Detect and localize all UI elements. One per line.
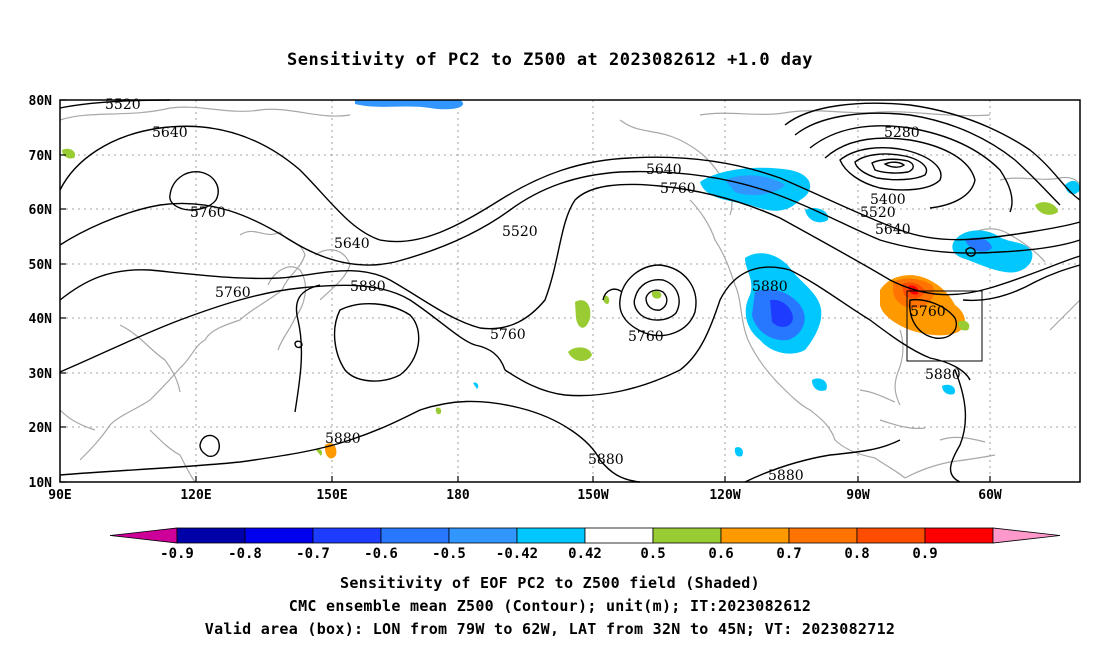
lon-label: 150W <box>577 488 608 503</box>
valid-area-box <box>906 290 983 362</box>
lon-label: 90E <box>48 488 71 503</box>
contour-label: 5880 <box>752 279 788 295</box>
caption-valid-area: Valid area (box): LON from 79W to 62W, L… <box>204 620 896 638</box>
sensitivity-shading <box>62 100 1080 459</box>
colorbar-swatch <box>720 527 790 544</box>
contour-label: 5400 <box>870 192 906 208</box>
contour-label: 5760 <box>910 304 946 320</box>
lon-label: 90W <box>846 488 870 503</box>
contour-label-group: 5520 5640 5760 5640 5760 5880 5880 5640 … <box>105 97 961 484</box>
lat-label: 40N <box>29 312 53 327</box>
contour-label: 5520 <box>860 205 896 221</box>
colorbar-label: -0.5 <box>432 546 466 562</box>
colorbar-label: -0.7 <box>296 546 330 562</box>
colorbar-swatch <box>788 527 858 544</box>
lat-label: 10N <box>29 476 53 491</box>
colorbar-swatch <box>176 527 246 544</box>
lon-axis-labels: 90E 120E 150E 180 150W 120W 90W 60W <box>48 488 1002 503</box>
colorbar-swatch <box>516 527 586 544</box>
lat-label: 60N <box>29 203 53 218</box>
contour-label: 5880 <box>768 468 804 484</box>
lat-label: 50N <box>29 258 53 273</box>
lon-label: 150E <box>316 488 347 503</box>
colorbar-swatch <box>244 527 314 544</box>
caption-contour: CMC ensemble mean Z500 (Contour); unit(m… <box>288 597 812 615</box>
colorbar-label: -0.8 <box>228 546 262 562</box>
contour-label: 5520 <box>105 97 141 113</box>
colorbar-swatch <box>312 527 382 544</box>
lat-label: 20N <box>29 421 53 436</box>
colorbar-label: 0.8 <box>844 546 869 562</box>
colorbar-arrow-high <box>992 527 1061 544</box>
contour-label: 5640 <box>875 222 911 238</box>
lon-label: 120E <box>180 488 211 503</box>
contour-label: 5760 <box>490 327 526 343</box>
contour-label: 5760 <box>628 329 664 345</box>
colorbar-swatch <box>924 527 994 544</box>
contour-label: 5640 <box>152 125 188 141</box>
contour-label: 5760 <box>190 205 226 221</box>
colorbar-label: 0.9 <box>912 546 937 562</box>
z500-contours <box>59 99 1081 483</box>
lon-label: 60W <box>978 488 1002 503</box>
contour-label: 5640 <box>646 162 682 178</box>
caption-shaded: Sensitivity of EOF PC2 to Z500 field (Sh… <box>340 574 760 592</box>
contour-label: 5880 <box>350 279 386 295</box>
contour-label: 5280 <box>884 125 920 141</box>
lat-axis-labels: 80N 70N 60N 50N 40N 30N 20N 10N <box>29 94 53 491</box>
colorbar-label: -0.6 <box>364 546 398 562</box>
lat-label: 70N <box>29 149 53 164</box>
colorbar-label: 0.42 <box>568 546 602 562</box>
colorbar-swatch <box>448 527 518 544</box>
colorbar-label: 0.7 <box>776 546 801 562</box>
map-frame <box>59 99 1081 483</box>
colorbar-label: -0.9 <box>160 546 194 562</box>
lat-label: 30N <box>29 367 53 382</box>
contour-label: 5640 <box>334 236 370 252</box>
tick-marks <box>59 99 991 483</box>
colorbar-labels: -0.9 -0.8 -0.7 -0.6 -0.5 -0.42 0.42 0.5 … <box>160 546 938 562</box>
lat-label: 80N <box>29 94 53 109</box>
colorbar-label: 0.5 <box>640 546 665 562</box>
chart-title: Sensitivity of PC2 to Z500 at 2023082612… <box>286 50 813 70</box>
colorbar-swatch <box>584 527 654 544</box>
colorbar <box>109 527 1061 544</box>
lon-label: 180 <box>446 488 470 503</box>
colorbar-arrow-low <box>109 527 178 544</box>
colorbar-swatch <box>652 527 722 544</box>
colorbar-label: 0.6 <box>708 546 733 562</box>
contour-label: 5880 <box>325 431 361 447</box>
contour-label: 5760 <box>215 285 251 301</box>
contour-label: 5760 <box>660 181 696 197</box>
contour-label: 5880 <box>588 452 624 468</box>
lon-label: 120W <box>709 488 740 503</box>
colorbar-swatch <box>856 527 926 544</box>
colorbar-swatch <box>380 527 450 544</box>
contour-label: 5520 <box>502 224 538 240</box>
contour-label: 5880 <box>925 367 961 383</box>
colorbar-label: -0.42 <box>496 546 538 562</box>
